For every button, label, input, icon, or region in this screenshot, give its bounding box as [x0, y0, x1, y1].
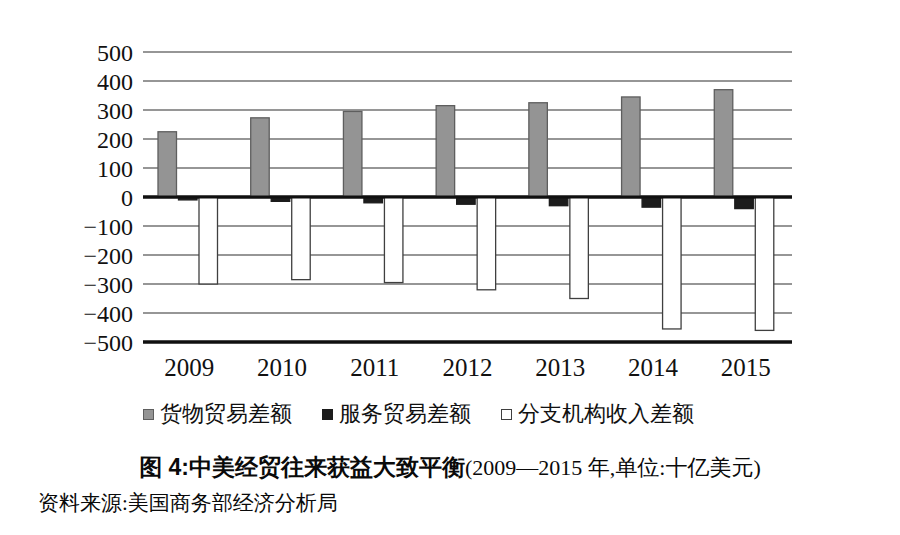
- grouped-bar-chart: 500 400 300 200 100 0 −100 −200 −300 −400 −500 2009…: [0, 0, 900, 392]
- bar-goods-2012: [436, 106, 455, 197]
- figure4-china-us-trade-balance: 500 400 300 200 100 0 −100 −200 −300 −400 −500 2009…: [0, 0, 900, 535]
- bar-branch-income-2013: [570, 197, 589, 299]
- bar-goods-2011: [343, 111, 362, 197]
- x-axis-year-label-2015: 2015: [721, 354, 771, 381]
- bar-goods-2014: [622, 97, 641, 197]
- y-axis-tick-label: −100: [83, 214, 133, 240]
- bar-services-2015: [735, 197, 754, 209]
- bar-goods-2009: [158, 132, 177, 197]
- x-axis-year-label-2013: 2013: [535, 354, 585, 381]
- bar-branch-income-2012: [477, 197, 496, 290]
- figure-title: 图 4:中美经贸往来获益大致平衡(2009—2015 年,单位:十亿美元): [0, 452, 900, 483]
- figure-title-text: 中美经贸往来获益大致平衡: [189, 454, 465, 480]
- legend-item-services: 服务贸易差额: [322, 399, 471, 429]
- legend-item-branch-income: 分支机构收入差额: [501, 399, 694, 429]
- data-source-note: 资料来源:美国商务部经济分析局: [38, 489, 338, 517]
- y-axis-tick-label: 400: [97, 69, 133, 95]
- bar-branch-income-2015: [755, 197, 774, 330]
- bar-branch-income-2014: [663, 197, 682, 329]
- x-axis-year-label-2009: 2009: [164, 354, 214, 381]
- bar-goods-2010: [251, 118, 270, 197]
- y-axis-tick-label: 200: [97, 127, 133, 153]
- legend-swatch-goods: [143, 409, 154, 420]
- legend-item-goods: 货物贸易差额: [143, 399, 292, 429]
- bar-goods-2015: [714, 90, 733, 197]
- figure-title-qualifier: (2009—2015 年,单位:十亿美元): [465, 455, 761, 480]
- x-axis-year-label-2010: 2010: [257, 354, 307, 381]
- y-axis-tick-label: −500: [83, 330, 133, 356]
- x-axis-year-label-2012: 2012: [443, 354, 493, 381]
- chart-legend: 货物贸易差额 服务贸易差额 分支机构收入差额: [143, 399, 694, 429]
- bar-branch-income-2010: [292, 197, 311, 280]
- bar-branch-income-2011: [384, 197, 403, 283]
- y-axis-tick-label: 500: [97, 40, 133, 66]
- x-axis-year-label-2011: 2011: [350, 354, 399, 381]
- legend-label-services: 服务贸易差额: [339, 399, 471, 429]
- bar-goods-2013: [529, 103, 548, 197]
- bar-branch-income-2009: [199, 197, 218, 284]
- y-axis-tick-label: −200: [83, 243, 133, 269]
- y-axis-tick-label: 0: [121, 185, 133, 211]
- legend-label-goods: 货物贸易差额: [160, 399, 292, 429]
- legend-swatch-services: [322, 409, 333, 420]
- y-axis-tick-label: −400: [83, 301, 133, 327]
- bar-services-2014: [642, 197, 661, 207]
- y-axis-tick-label: −300: [83, 272, 133, 298]
- legend-swatch-branch-income: [501, 409, 512, 420]
- x-axis-year-label-2014: 2014: [628, 354, 679, 381]
- y-axis-tick-label: 100: [97, 156, 133, 182]
- y-axis-tick-label: 300: [97, 98, 133, 124]
- legend-label-branch-income: 分支机构收入差额: [518, 399, 694, 429]
- figure-label: 图 4:: [139, 454, 189, 480]
